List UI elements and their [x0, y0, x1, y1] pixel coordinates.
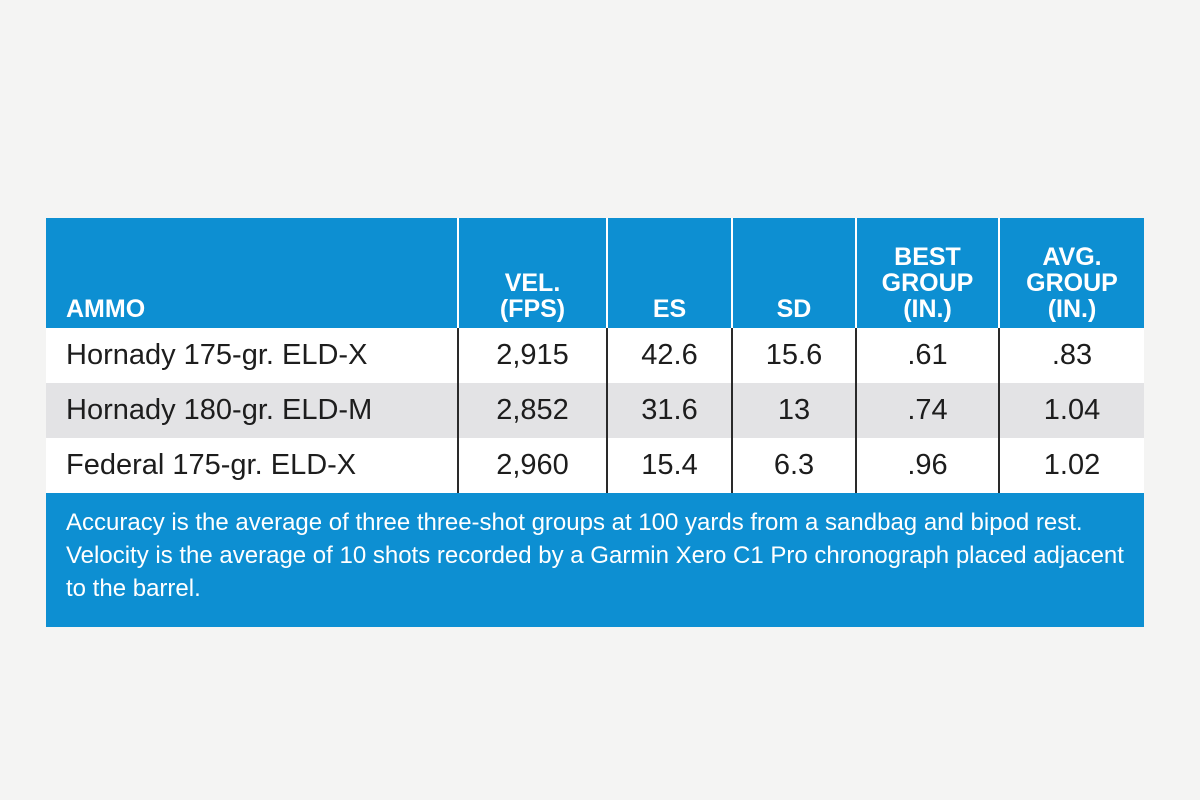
- header-best-group-line-3: (IN.): [903, 295, 952, 323]
- cell-avg-group: 1.02: [998, 438, 1144, 493]
- header-velocity: VEL. (FPS): [457, 218, 607, 328]
- cell-sd: 6.3: [731, 438, 856, 493]
- header-ammo: AMMO: [46, 218, 458, 328]
- table-row: Federal 175-gr. ELD-X 2,960 15.4 6.3 .96…: [46, 438, 1144, 493]
- header-avg-group: AVG. GROUP (IN.): [998, 218, 1144, 328]
- header-sd: SD: [731, 218, 856, 328]
- ammo-results-table-card: AMMO VEL. (FPS) ES SD BEST GROUP (IN.): [46, 218, 1144, 627]
- cell-es: 42.6: [606, 328, 732, 383]
- header-avg-group-line-3: (IN.): [1047, 295, 1097, 323]
- table-row: Hornady 175-gr. ELD-X 2,915 42.6 15.6 .6…: [46, 328, 1144, 383]
- header-es: ES: [606, 218, 732, 328]
- cell-best-group: .96: [855, 438, 999, 493]
- header-best-group: BEST GROUP (IN.): [855, 218, 999, 328]
- header-es-line: ES: [652, 295, 687, 323]
- table-footnote: Accuracy is the average of three three-s…: [46, 493, 1144, 627]
- cell-best-group: .61: [855, 328, 999, 383]
- cell-avg-group: 1.04: [998, 383, 1144, 438]
- cell-es: 31.6: [606, 383, 732, 438]
- header-row: AMMO VEL. (FPS) ES SD BEST GROUP (IN.): [46, 218, 1144, 328]
- header-ammo-line: AMMO: [66, 295, 146, 323]
- cell-velocity: 2,960: [457, 438, 607, 493]
- cell-velocity: 2,915: [457, 328, 607, 383]
- cell-sd: 13: [731, 383, 856, 438]
- header-velocity-line-2: (FPS): [499, 295, 566, 323]
- header-avg-group-line-1: AVG.: [1042, 243, 1102, 271]
- cell-es: 15.4: [606, 438, 732, 493]
- table-row: Hornady 180-gr. ELD-M 2,852 31.6 13 .74 …: [46, 383, 1144, 438]
- cell-ammo: Hornady 180-gr. ELD-M: [46, 383, 458, 438]
- cell-ammo: Hornady 175-gr. ELD-X: [66, 339, 368, 371]
- cell-ammo: Federal 175-gr. ELD-X: [66, 449, 357, 481]
- cell-best-group: .74: [855, 383, 999, 438]
- cell-velocity: 2,852: [457, 383, 607, 438]
- cell-sd: 15.6: [731, 328, 856, 383]
- header-sd-line: SD: [776, 295, 812, 323]
- header-avg-group-line-2: GROUP: [1026, 269, 1118, 297]
- header-best-group-line-2: GROUP: [881, 269, 974, 297]
- header-best-group-line-1: BEST: [894, 243, 961, 271]
- ammo-results-table: AMMO VEL. (FPS) ES SD BEST GROUP (IN.): [46, 218, 1144, 493]
- header-velocity-line-1: VEL.: [504, 269, 561, 297]
- cell-avg-group: .83: [998, 328, 1144, 383]
